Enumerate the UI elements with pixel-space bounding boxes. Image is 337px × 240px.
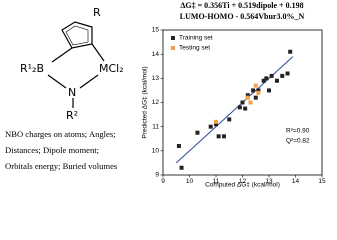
x-tick-label: 13 (265, 178, 273, 185)
label-boron: R¹₂B (20, 62, 44, 75)
bond (51, 47, 73, 63)
bond (91, 43, 105, 62)
annotation: Q²=0.82 (286, 138, 310, 145)
point (256, 88, 261, 93)
point (214, 122, 218, 127)
point (227, 117, 232, 122)
point (274, 78, 279, 83)
point (216, 134, 221, 139)
y-tick-label: 12 (152, 99, 160, 106)
x-tick-label: 9 (161, 178, 165, 185)
point (261, 78, 266, 83)
point (269, 73, 274, 78)
point (208, 124, 213, 129)
x-tick-label: 15 (318, 178, 326, 185)
label-r: R (93, 6, 101, 19)
descriptor: Distances; Dipole moment; (5, 145, 99, 155)
cp-ring (61, 21, 93, 49)
y-tick-label: 11 (152, 123, 159, 130)
legend-label: Testing set (179, 45, 210, 52)
point (251, 88, 256, 93)
x-tick-label: 10 (186, 178, 194, 185)
point (253, 83, 258, 88)
label-metal: MCl₂ (99, 62, 124, 75)
legend-swatch (171, 46, 175, 50)
figure: R R¹₂B MCl₂ N R² NBO charges on atoms; A… (5, 1, 326, 189)
descriptor: Orbitals energy; Buried volumes (5, 161, 118, 171)
fit-line (175, 56, 294, 164)
structure (47, 21, 105, 108)
label-r2: R² (66, 109, 78, 122)
equation: ΔG‡ = 0.356Ti + 0.519dipole + 0.198 (180, 1, 303, 10)
bond (47, 74, 67, 89)
point (176, 144, 181, 148)
legend-swatch (171, 36, 175, 40)
y-tick-label: 14 (152, 51, 160, 58)
x-axis-label: Computed ΔG‡ (kcal/mol) (205, 182, 280, 189)
descriptor: NBO charges on atoms; Angles; (5, 129, 116, 139)
y-axis-label: Predicted ΔG‡ (kcal/mol) (142, 66, 149, 138)
x-tick-label: 12 (239, 178, 247, 185)
x-tick-label: 11 (213, 178, 220, 185)
point (221, 134, 226, 139)
point (237, 105, 242, 110)
point (214, 119, 218, 124)
point (243, 106, 248, 111)
x-tick-label: 14 (292, 178, 300, 185)
point (264, 76, 269, 81)
point (267, 88, 271, 93)
point (195, 130, 200, 135)
y-tick-label: 9 (155, 172, 159, 179)
point (288, 49, 293, 54)
label-n: N (68, 86, 76, 99)
bond (79, 74, 99, 89)
point (248, 100, 253, 105)
point (280, 73, 285, 78)
equation: LUMO-HOMO - 0.564Vbur3.0%_N (180, 12, 305, 21)
point (245, 95, 250, 100)
y-tick-label: 10 (152, 148, 160, 155)
point (240, 100, 245, 105)
point (253, 95, 258, 100)
y-tick-label: 15 (152, 27, 160, 34)
point (256, 90, 261, 95)
legend-label: Training set (179, 35, 213, 42)
annotation: R²=0.90 (286, 128, 310, 135)
y-tick-label: 13 (152, 75, 160, 82)
point (179, 165, 184, 170)
point (285, 71, 290, 76)
point (245, 93, 250, 98)
cp-ring-inner (65, 25, 89, 46)
